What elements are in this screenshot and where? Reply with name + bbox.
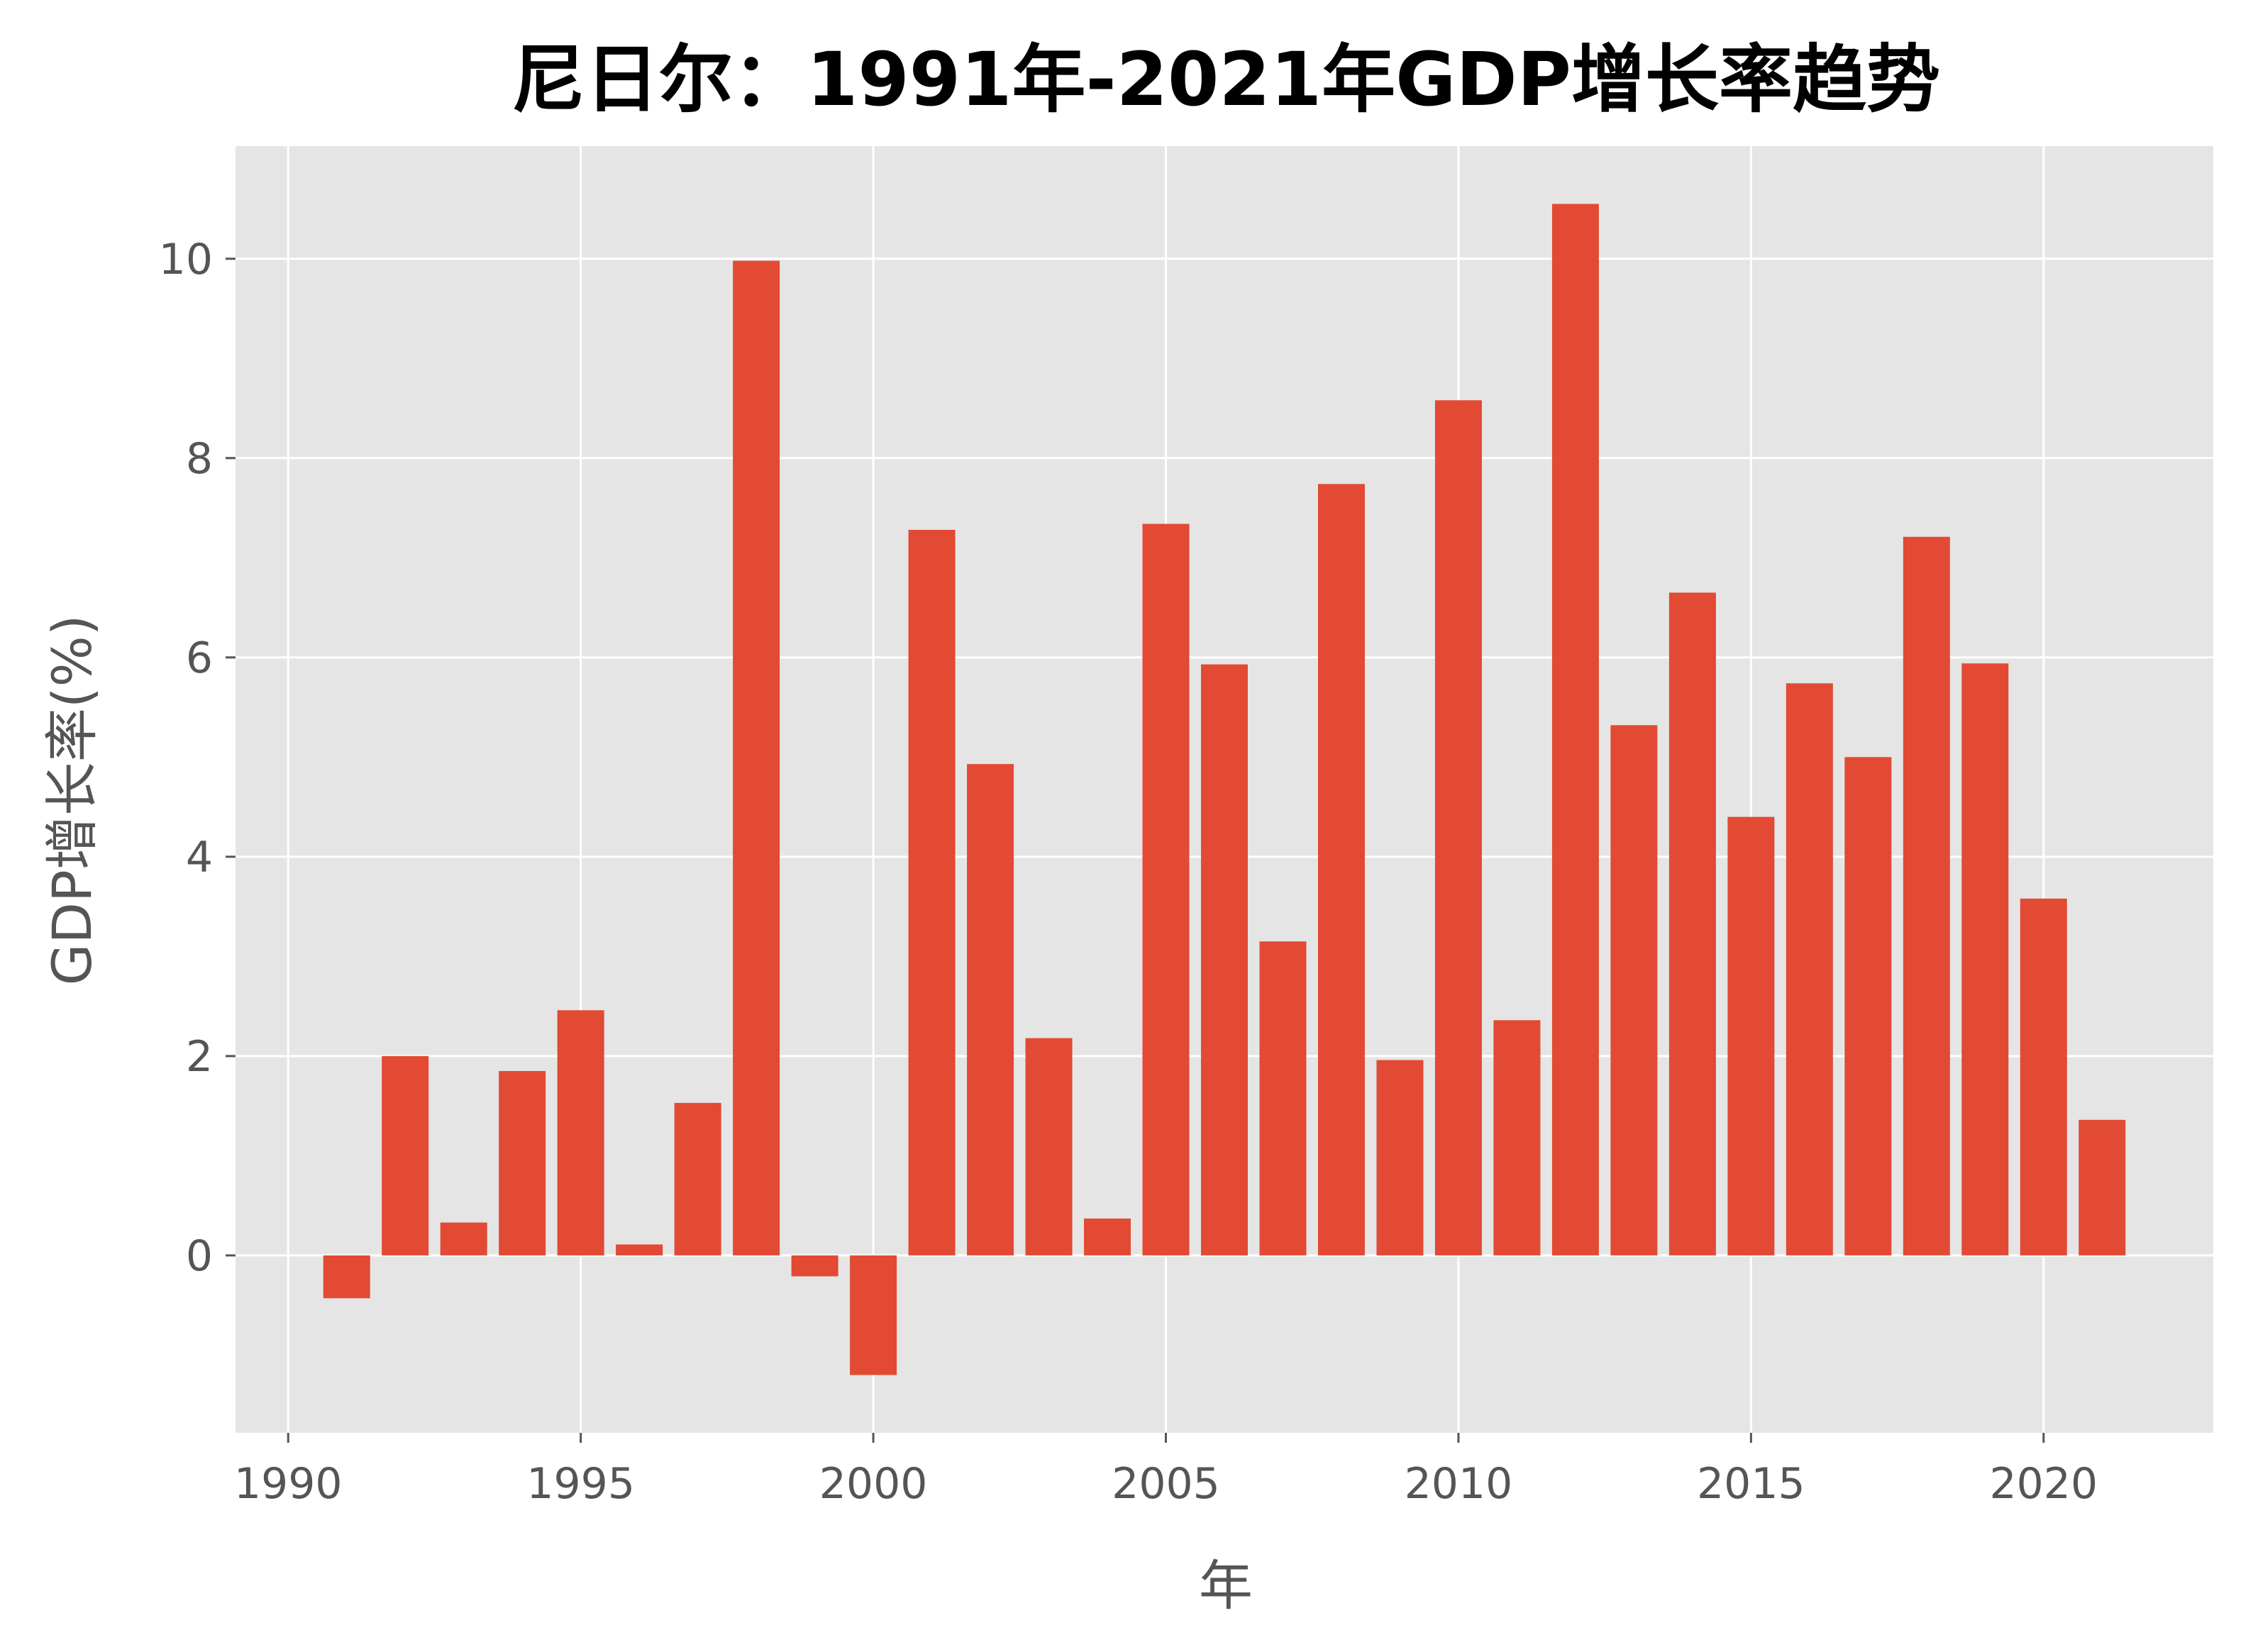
bar-1996 <box>616 1244 663 1255</box>
x-tick-label: 2015 <box>1697 1459 1805 1509</box>
bar-2004 <box>1084 1218 1131 1255</box>
bar-1993 <box>440 1222 487 1255</box>
y-tick-label: 6 <box>186 633 213 683</box>
bar-2017 <box>1844 757 1892 1255</box>
bar-2002 <box>967 764 1014 1255</box>
x-tick-label: 2005 <box>1112 1459 1220 1509</box>
x-tick-label: 2000 <box>819 1459 928 1509</box>
x-tick-label: 1990 <box>234 1459 343 1509</box>
bar-2001 <box>908 529 956 1255</box>
bar-2006 <box>1201 664 1248 1255</box>
bar-2012 <box>1551 204 1599 1255</box>
x-axis-ticks: 1990 1995 2000 2005 2010 2015 2020 <box>234 1433 2098 1509</box>
bar-2014 <box>1668 592 1716 1255</box>
y-axis-label: GDP增长率(%) <box>40 615 104 986</box>
bar-2003 <box>1025 1038 1073 1255</box>
bar-1992 <box>382 1055 429 1255</box>
bar-2000 <box>850 1255 897 1375</box>
bar-2015 <box>1727 816 1775 1255</box>
x-tick-label: 1995 <box>526 1459 635 1509</box>
bar-2013 <box>1610 725 1658 1255</box>
bar-1994 <box>499 1070 546 1255</box>
chart-title: 尼日尔：1991年-2021年GDP增长率趋势 <box>511 36 1940 123</box>
bar-2011 <box>1493 1020 1541 1255</box>
bar-1991 <box>323 1255 370 1299</box>
bar-2016 <box>1786 683 1833 1255</box>
y-tick-label: 0 <box>186 1231 213 1281</box>
bar-2020 <box>2020 898 2067 1255</box>
y-tick-label: 10 <box>159 235 213 284</box>
bar-1998 <box>733 260 780 1255</box>
bar-2019 <box>1961 663 2009 1255</box>
x-tick-label: 2020 <box>1989 1459 2098 1509</box>
bar-2018 <box>1903 536 1950 1255</box>
bar-2009 <box>1376 1060 1424 1255</box>
bar-2008 <box>1317 484 1365 1255</box>
bar-1999 <box>791 1255 838 1277</box>
bar-1997 <box>674 1102 721 1255</box>
y-tick-label: 4 <box>186 833 213 882</box>
x-axis-label: 年 <box>1199 1554 1253 1617</box>
y-tick-label: 8 <box>186 434 213 484</box>
y-axis-ticks: 0 2 4 6 8 10 <box>159 235 236 1281</box>
y-tick-label: 2 <box>186 1032 213 1082</box>
bar-2007 <box>1259 941 1307 1255</box>
bar-2005 <box>1142 523 1190 1255</box>
bars <box>323 204 2126 1375</box>
bar-1995 <box>557 1010 604 1255</box>
bar-2021 <box>2078 1119 2126 1255</box>
bar-2010 <box>1434 400 1482 1255</box>
x-tick-label: 2010 <box>1405 1459 1513 1509</box>
